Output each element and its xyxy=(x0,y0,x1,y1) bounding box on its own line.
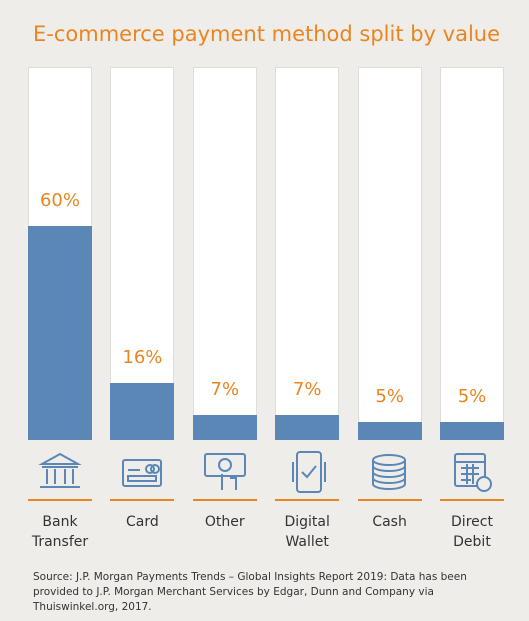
divider xyxy=(440,499,504,501)
bar xyxy=(192,415,257,440)
bar xyxy=(275,415,340,440)
source-note: Source: J.P. Morgan Payments Trends – Gl… xyxy=(33,571,467,613)
column-background xyxy=(110,67,175,440)
divider xyxy=(28,499,92,501)
divider xyxy=(275,499,340,501)
bar xyxy=(357,422,422,440)
value-label: 7% xyxy=(292,379,322,400)
category-label: Cash xyxy=(372,514,407,530)
category-label: Other xyxy=(204,514,245,530)
category-label: Bank Transfer xyxy=(31,514,89,550)
debit-icon xyxy=(454,453,492,492)
bar xyxy=(110,382,175,440)
category-label: Card xyxy=(126,514,159,530)
value-label: 5% xyxy=(457,386,487,408)
bar xyxy=(440,422,504,440)
value-label: 16% xyxy=(122,346,163,368)
cash-icon xyxy=(372,454,406,490)
column-background xyxy=(440,67,504,440)
bar xyxy=(28,225,92,440)
value-label: 60% xyxy=(39,189,80,211)
category-label: Digital Wallet xyxy=(284,514,330,550)
category-label: Direct Debit xyxy=(451,514,493,550)
wallet-icon xyxy=(292,451,326,493)
chart-title: E-commerce payment method split by value xyxy=(33,22,501,46)
icons xyxy=(38,451,492,493)
column-background xyxy=(357,67,422,440)
bank-icon xyxy=(38,452,82,488)
value-label: 5% xyxy=(375,386,404,408)
other-icon xyxy=(204,453,246,490)
divider xyxy=(192,499,257,501)
card-icon xyxy=(122,459,162,487)
value-label: 7% xyxy=(210,379,240,400)
divider xyxy=(110,499,175,501)
column-background xyxy=(275,67,340,440)
divider xyxy=(357,499,422,501)
